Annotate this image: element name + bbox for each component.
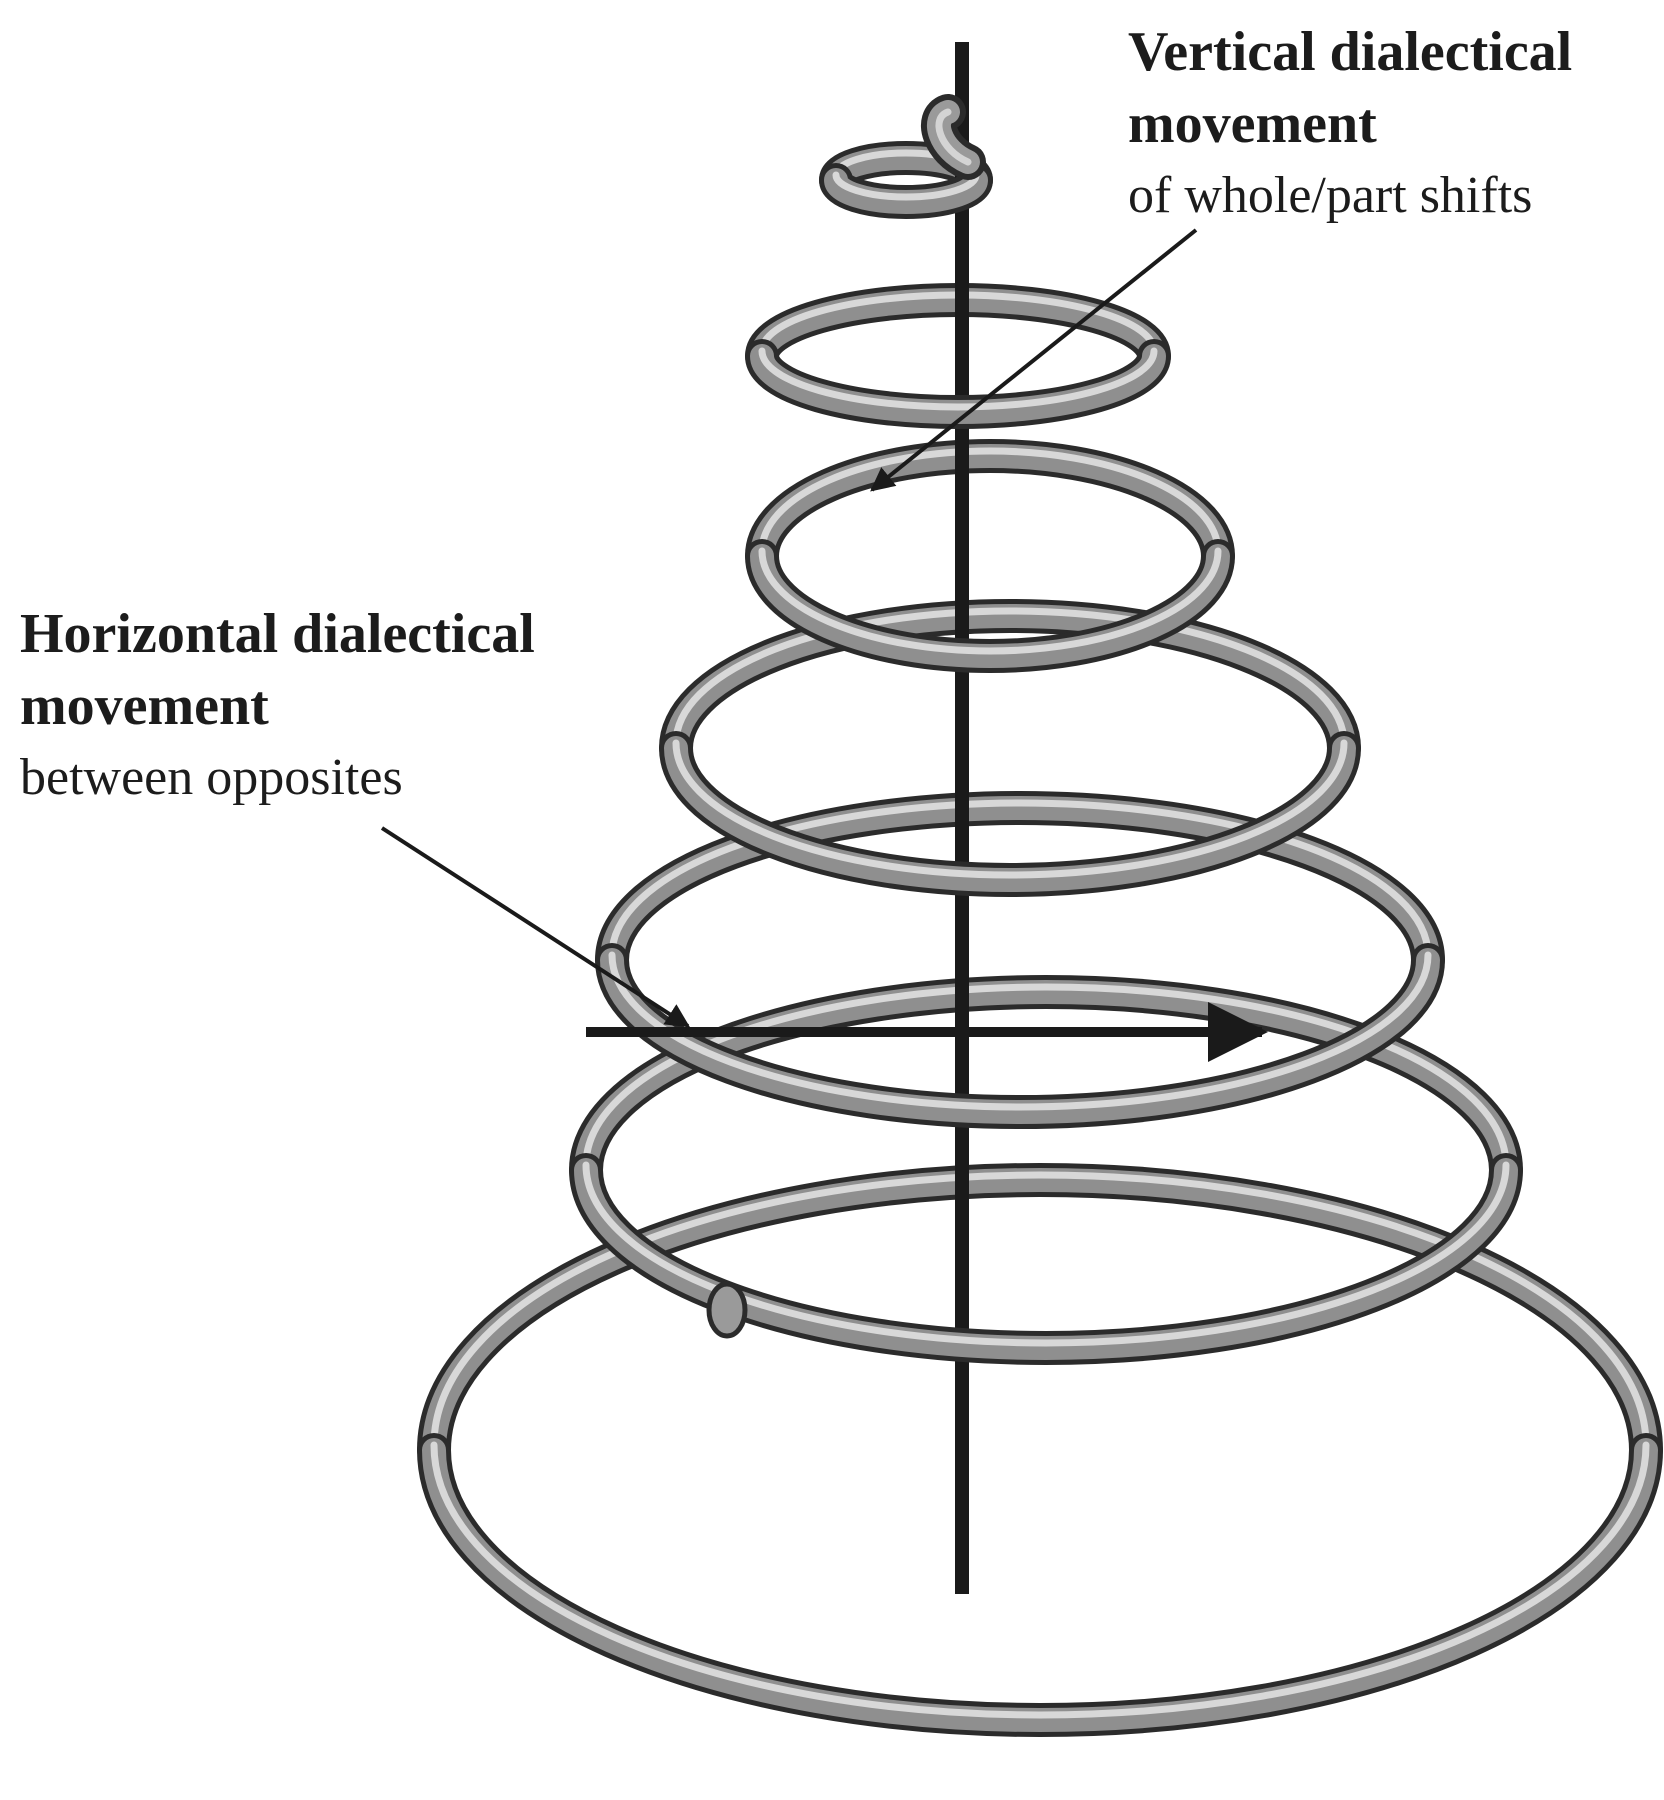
vertical-label-pointer (870, 228, 1198, 492)
spiral-turn-6-back-highlight (582, 983, 1510, 1169)
spiral-turn-6-front-body (574, 1158, 1518, 1360)
spiral-turn-3-front-highlight (758, 547, 1222, 655)
spiral-turn-3-back-highlight (758, 447, 1222, 555)
spiral-turn-1-front-highlight (832, 171, 980, 201)
horizontal-label-title-1: Horizontal dialectical (20, 603, 535, 665)
spiral-turn-2-front-highlight (758, 347, 1158, 411)
spiral-turn-6-front-highlight (582, 1161, 1510, 1347)
spiral-turn-6-back-body (574, 980, 1518, 1182)
spiral-back-segments (417, 141, 1663, 1467)
horizontal-label-pointer (380, 826, 691, 1028)
spiral-turn-7-back-body (422, 1168, 1658, 1462)
spiral-turn-4-back-body (664, 604, 1356, 760)
spiral-turn-4-back-highlight (672, 607, 1348, 747)
spiral-turn-4-front-highlight (672, 739, 1348, 879)
spiral-turn-3-back-body (750, 444, 1230, 568)
spiral-top-end (921, 94, 986, 180)
spiral-turn-7-front-highlight (430, 1441, 1650, 1719)
spiral-turn-4-back-outline (659, 599, 1361, 765)
vertical-movement-label: Vertical dialectical movement of whole/p… (1128, 16, 1648, 232)
spiral-turn-5-back-highlight (608, 799, 1432, 959)
spiral-turn-1-front-body (824, 168, 988, 214)
spiral-turn-3-front-body (750, 544, 1230, 668)
spiral-turn-7-back-highlight (430, 1171, 1650, 1449)
vertical-label-subtitle: of whole/part shifts (1128, 167, 1533, 224)
vertical-label-title-1: Vertical dialectical (1128, 21, 1573, 83)
spiral-turn-7-front-outline (417, 1433, 1663, 1737)
spiral-turn-5-back-body (600, 796, 1440, 972)
spiral-turn-3-back-outline (745, 439, 1235, 573)
spiral-turn-2-front-body (750, 344, 1166, 424)
spiral-turn-7-front-body (422, 1438, 1658, 1732)
horizontal-movement-label: Horizontal dialectical movement between … (20, 598, 620, 814)
spiral-front-segments (417, 163, 1663, 1737)
vertical-label-title-2: movement (1128, 93, 1377, 155)
spiral-bottom-end (706, 1281, 748, 1339)
spiral-turn-4-front-body (664, 736, 1356, 892)
horizontal-label-title-2: movement (20, 675, 269, 737)
horizontal-label-subtitle: between opposites (20, 749, 403, 806)
